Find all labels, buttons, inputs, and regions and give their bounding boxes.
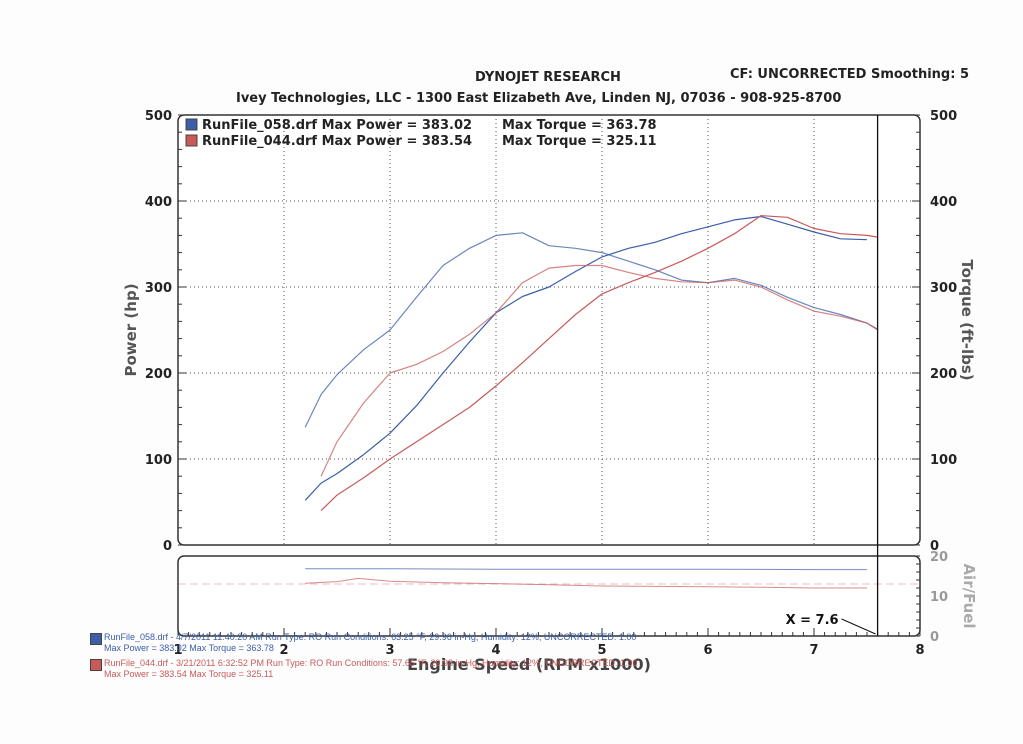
correction-factor: CF: UNCORRECTED Smoothing: 5 — [730, 67, 969, 82]
legend-torque-label: Max Torque = 363.78 — [502, 118, 657, 133]
legend-torque-label: Max Torque = 325.11 — [502, 134, 657, 149]
y2-tick-label: 0 — [930, 539, 939, 554]
airfuel-tick-label: 20 — [930, 550, 948, 565]
x-tick-label: 5 — [597, 643, 606, 658]
series-line-power-runfile044drf — [320, 215, 878, 512]
airfuel-axis-title: Air/Fuel — [960, 563, 978, 628]
y2-axis-title: Torque (ft-lbs) — [958, 259, 976, 380]
legend-swatch — [185, 118, 198, 131]
cursor-label: X = 7.6 — [786, 613, 839, 628]
airfuel-tick-label: 0 — [930, 630, 939, 645]
y-tick-label: 400 — [145, 195, 172, 210]
x-tick-label: 3 — [385, 643, 394, 658]
cursor-arrow — [841, 618, 876, 635]
y2-tick-label: 200 — [930, 367, 957, 382]
x-tick-label: 8 — [915, 643, 924, 658]
y-tick-label: 100 — [145, 453, 172, 468]
y2-tick-label: 100 — [930, 453, 957, 468]
x-tick-label: 2 — [279, 643, 288, 658]
y-tick-label: 500 — [145, 109, 172, 124]
airfuel-line-runfile044drf — [305, 577, 867, 589]
chart-title: DYNOJET RESEARCH — [475, 70, 621, 85]
series-line-torque-runfile044drf — [320, 264, 878, 477]
airfuel-tick-label: 10 — [930, 590, 948, 605]
y-tick-label: 200 — [145, 367, 172, 382]
x-tick-label: 4 — [491, 643, 500, 658]
y-tick-label: 300 — [145, 281, 172, 296]
footer-run-058-line1: RunFile_058.drf - 4/7/2011 11:40:20 AM R… — [104, 632, 637, 642]
footer-run-044-line2: Max Power = 383.54 Max Torque = 325.11 — [104, 669, 274, 679]
footer-swatch-044 — [90, 659, 102, 671]
airfuel-line-runfile058drf — [305, 568, 867, 571]
y-tick-label: 0 — [163, 539, 172, 554]
x-tick-label: 6 — [703, 643, 712, 658]
x-tick-label: 1 — [173, 643, 182, 658]
x-tick-label: 7 — [809, 643, 818, 658]
shop-info: Ivey Technologies, LLC - 1300 East Eliza… — [236, 91, 842, 106]
y2-tick-label: 400 — [930, 195, 957, 210]
footer-run-058-line2: Max Power = 383.02 Max Torque = 363.78 — [104, 643, 274, 653]
series-line-power-runfile058drf — [304, 215, 868, 501]
y2-tick-label: 300 — [930, 281, 957, 296]
legend-swatch — [185, 134, 198, 147]
legend-power-label: RunFile_044.drf Max Power = 383.54 — [202, 134, 472, 149]
y-axis-title: Power (hp) — [122, 283, 140, 376]
footer-run-044-line1: RunFile_044.drf - 3/21/2011 6:32:52 PM R… — [104, 658, 638, 668]
series-line-torque-runfile058drf — [304, 232, 878, 428]
y2-tick-label: 500 — [930, 109, 957, 124]
footer-swatch-058 — [90, 633, 102, 645]
plot-frame — [177, 114, 921, 546]
x-axis-title: Engine Speed (RPM x1000) — [407, 655, 651, 674]
legend-power-label: RunFile_058.drf Max Power = 383.02 — [202, 118, 472, 133]
